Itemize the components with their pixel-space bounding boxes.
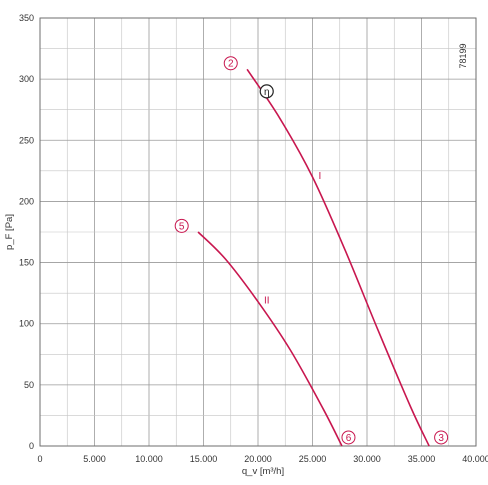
y-tick-label: 200 — [19, 196, 34, 206]
y-tick-label: 150 — [19, 258, 34, 268]
axes — [39, 17, 477, 447]
x-tick-label: 40.000 — [462, 454, 488, 464]
y-tick-label: 0 — [29, 441, 34, 451]
y-tick-label: 350 — [19, 13, 34, 23]
x-tick-label: 25.000 — [299, 454, 327, 464]
plot-frame — [39, 17, 477, 447]
x-tick-label: 30.000 — [353, 454, 381, 464]
efficiency-marker-circle — [259, 84, 274, 99]
x-tick-labels: 0 5.000 10.000 15.000 20.000 25.000 30.000 35.0… — [37, 454, 488, 464]
y-tick-label: 300 — [19, 74, 34, 84]
x-tick-label: 5.000 — [83, 454, 106, 464]
marker-label: 3 — [438, 433, 444, 444]
series-line-1 — [246, 68, 430, 447]
y-tick-label: 100 — [19, 319, 34, 329]
x-tick-label: 35.000 — [408, 454, 436, 464]
y-tick-label: 250 — [19, 135, 34, 145]
y-tick-labels: 0 50 100 150 200 250 300 350 — [19, 13, 34, 451]
reference-number: 78199 — [458, 43, 468, 68]
y-tick-label: 50 — [24, 380, 34, 390]
x-tick-label: 15.000 — [190, 454, 218, 464]
marker-label: 2 — [228, 59, 234, 70]
series-group: III — [197, 68, 430, 447]
series-label-2: II — [264, 296, 270, 307]
marker-circle — [223, 56, 238, 71]
marker-circle — [341, 430, 356, 445]
x-tick-label: 10.000 — [135, 454, 163, 464]
x-tick-label: 0 — [37, 454, 42, 464]
series-line-2 — [197, 231, 343, 447]
marker-circle — [434, 430, 449, 445]
efficiency-marker-label: η — [264, 87, 270, 98]
y-axis-label: p_F [Pa] — [4, 214, 15, 250]
grid — [39, 17, 477, 447]
x-axis-label: q_v [m³/h] — [242, 466, 284, 477]
series-label-1: I — [319, 171, 322, 182]
marker-label: 5 — [179, 221, 185, 232]
x-tick-label: 20.000 — [244, 454, 272, 464]
marker-circle — [174, 218, 189, 233]
marker-label: 6 — [346, 433, 352, 444]
marker-group: 2 3 5 6 η — [174, 56, 449, 445]
